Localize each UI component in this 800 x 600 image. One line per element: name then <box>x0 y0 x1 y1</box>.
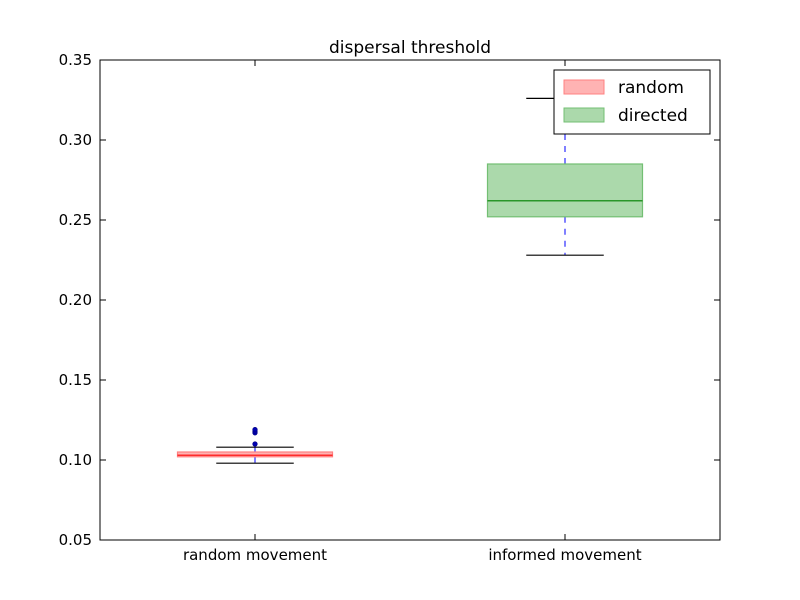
y-tick-label: 0.20 <box>59 291 92 309</box>
plot-layer <box>176 97 644 464</box>
outlier-point <box>252 427 258 433</box>
outlier-point <box>252 441 258 447</box>
box-directed <box>486 97 644 256</box>
box-body <box>486 163 644 218</box>
x-tick-label: random movement <box>183 546 327 564</box>
x-tick-label: informed movement <box>488 546 641 564</box>
y-tick-label: 0.10 <box>59 451 92 469</box>
legend-label-directed: directed <box>618 106 688 126</box>
legend-swatch-directed <box>563 107 605 123</box>
y-tick-label: 0.15 <box>59 371 92 389</box>
chart-title: dispersal threshold <box>329 38 491 58</box>
y-tick-label: 0.30 <box>59 131 92 149</box>
legend: random directed <box>553 69 711 135</box>
y-tick-label: 0.05 <box>59 531 92 549</box>
legend-swatch-random <box>563 79 605 95</box>
box-body <box>176 451 334 458</box>
y-tick-label: 0.35 <box>59 51 92 69</box>
axis-layer: 0.05 0.10 0.15 0.20 0.25 0.30 0.35 random movem… <box>59 51 720 564</box>
y-tick-label: 0.25 <box>59 211 92 229</box>
legend-label-random: random <box>618 78 684 98</box>
box-random <box>176 427 334 464</box>
